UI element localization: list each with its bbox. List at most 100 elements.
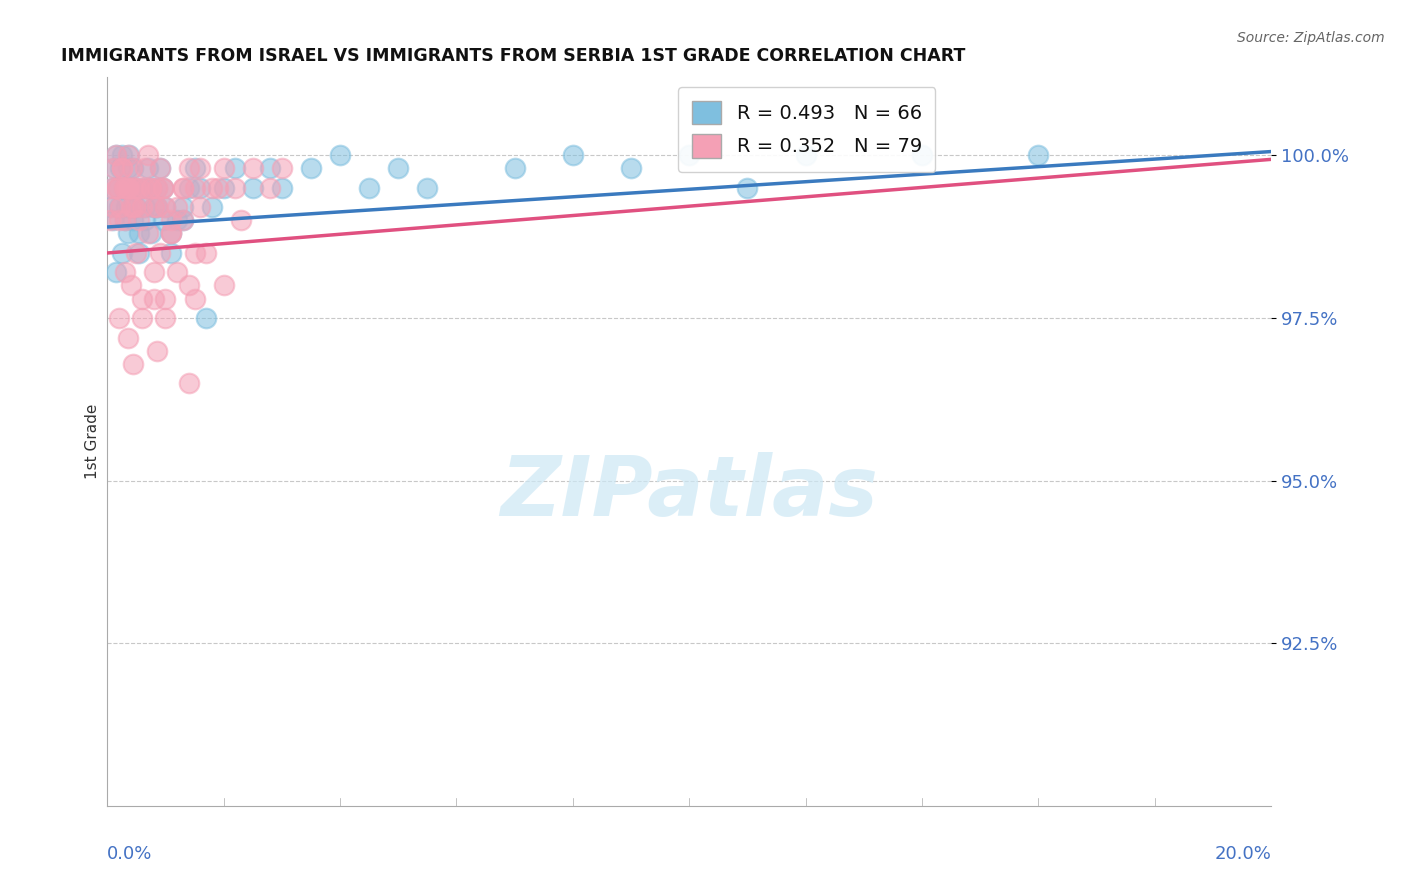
Point [131,311,153,326]
Point [111,148,134,162]
Point [329,148,352,162]
Point [166,265,188,279]
Point [134,213,156,227]
Point [120,181,142,195]
Point [122,357,145,371]
Point [229,213,252,227]
Point [188,181,211,195]
Point [195,246,218,260]
Point [155,292,177,306]
Point [142,201,165,215]
Point [98,213,121,227]
Point [114,213,136,227]
Point [1026,148,1049,162]
Point [120,201,142,215]
Point [111,246,134,260]
Point [172,181,194,195]
Point [142,201,165,215]
Point [172,181,194,195]
Point [131,181,153,195]
Point [117,161,139,176]
Point [121,201,143,215]
Point [114,265,136,279]
Point [224,161,246,176]
Point [101,201,124,215]
Point [794,148,817,162]
Point [183,292,205,306]
Point [416,181,439,195]
Point [128,213,150,227]
Point [117,148,139,162]
Point [152,181,174,195]
Point [128,246,150,260]
Point [134,181,156,195]
Point [561,148,583,162]
Point [136,148,159,162]
Point [911,148,934,162]
Point [152,213,174,227]
Point [104,148,127,162]
Point [177,376,200,390]
Point [177,278,200,293]
Point [160,227,183,241]
Point [152,181,174,195]
Point [139,181,162,195]
Point [259,161,281,176]
Point [172,213,194,227]
Point [149,161,172,176]
Point [201,201,224,215]
Point [145,181,167,195]
Text: 0.0%: 0.0% [107,845,153,863]
Point [124,181,146,195]
Point [112,181,135,195]
Point [139,227,162,241]
Point [117,330,139,344]
Point [122,161,145,176]
Point [104,148,127,162]
Point [620,161,643,176]
Point [122,181,145,195]
Point [160,213,183,227]
Point [108,311,131,326]
Point [160,227,183,241]
Point [104,265,127,279]
Point [124,201,146,215]
Point [299,161,322,176]
Legend: R = 0.493   N = 66, R = 0.352   N = 79: R = 0.493 N = 66, R = 0.352 N = 79 [678,87,935,171]
Point [121,161,143,176]
Text: IMMIGRANTS FROM ISRAEL VS IMMIGRANTS FROM SERBIA 1ST GRADE CORRELATION CHART: IMMIGRANTS FROM ISRAEL VS IMMIGRANTS FRO… [60,46,965,65]
Text: Source: ZipAtlas.com: Source: ZipAtlas.com [1237,31,1385,45]
Point [172,213,194,227]
Point [131,292,153,306]
Point [111,161,134,176]
Point [125,201,148,215]
Point [142,265,165,279]
Point [117,227,139,241]
Point [114,213,136,227]
Point [107,181,129,195]
Point [101,181,124,195]
Point [188,161,211,176]
Point [188,201,211,215]
Point [270,161,292,176]
Point [270,181,292,195]
Point [115,201,138,215]
Point [149,161,172,176]
Point [120,278,142,293]
Point [177,181,200,195]
Point [259,181,281,195]
Point [136,161,159,176]
Point [118,148,141,162]
Point [117,181,139,195]
Point [155,311,177,326]
Point [177,161,200,176]
Point [160,246,183,260]
Point [212,161,235,176]
Point [201,181,224,195]
Point [101,213,124,227]
Point [145,181,167,195]
Point [136,227,159,241]
Point [503,161,526,176]
Point [111,161,134,176]
Point [242,181,264,195]
